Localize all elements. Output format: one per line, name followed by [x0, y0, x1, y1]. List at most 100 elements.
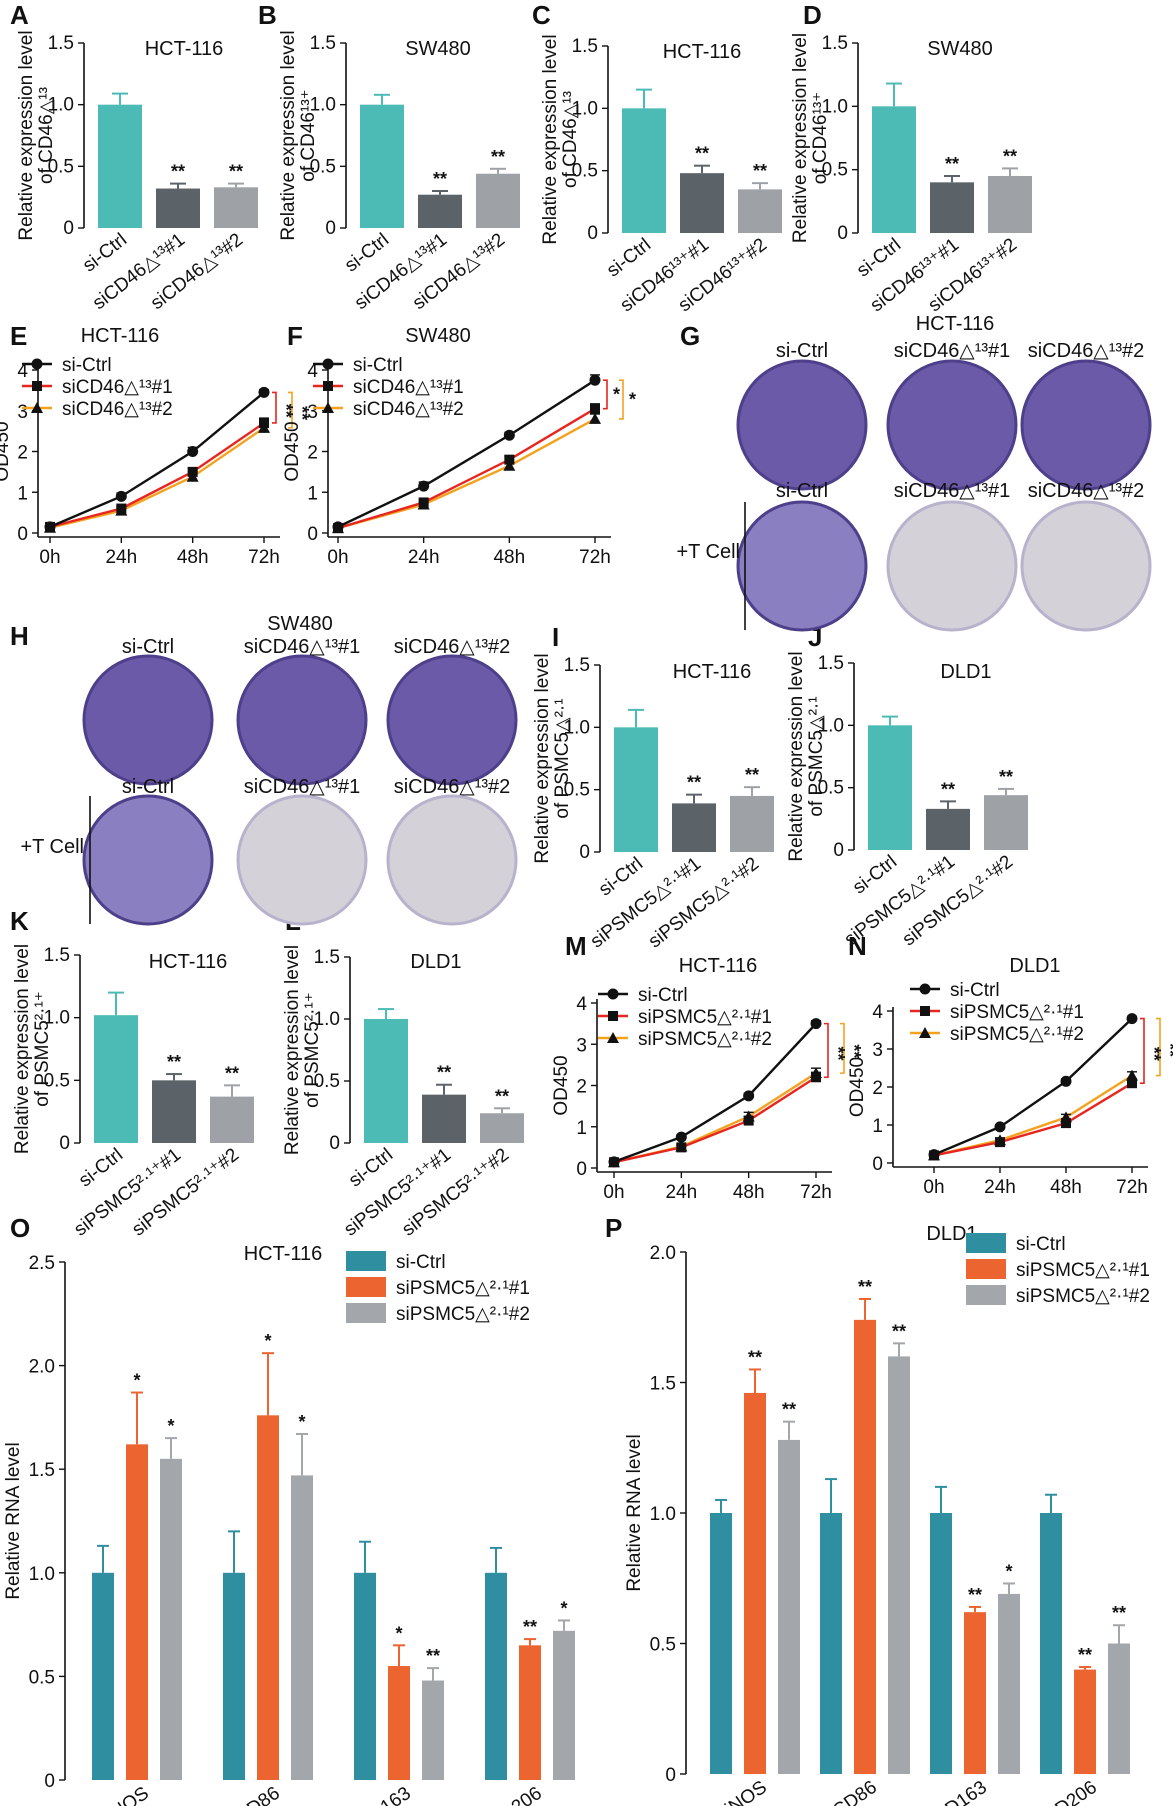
data-point — [994, 1121, 1006, 1133]
y-tick-label: 2 — [307, 443, 318, 464]
legend-swatch — [346, 1277, 386, 1297]
legend-label: siPSMC5△²·¹#1 — [396, 1278, 530, 1299]
y-axis-label: Relative expression level — [12, 944, 33, 1154]
panel-title: HCT-116 — [149, 951, 228, 973]
y-tick-label: 1.0 — [29, 1564, 55, 1585]
significance-mark: ** — [945, 154, 959, 174]
series-line — [49, 391, 265, 528]
legend-label: siCD46△¹³#1 — [62, 377, 173, 398]
y-axis-label-2: of CD46¹³⁺ — [810, 92, 831, 184]
bar — [156, 188, 200, 228]
y-tick-label: 2 — [872, 1078, 883, 1099]
significance-mark: ** — [225, 1063, 239, 1083]
x-category-label: CD206 — [1040, 1777, 1101, 1806]
significance-mark: ** — [292, 406, 312, 420]
y-axis-label: Relative expression level — [790, 33, 811, 243]
significance-mark: ** — [1160, 1043, 1173, 1057]
x-category-label: iNOS — [104, 1783, 153, 1806]
data-point — [928, 1149, 940, 1161]
x-tick-label: 0h — [327, 547, 348, 568]
significance-mark: ** — [1144, 1047, 1164, 1061]
y-tick-label: 0 — [579, 842, 590, 863]
x-tick-label: 72h — [800, 1182, 832, 1203]
bar — [160, 1458, 182, 1780]
y-tick-label: 3 — [576, 1035, 587, 1056]
column-label: siCD46△¹³#2 — [1028, 340, 1145, 362]
bar — [672, 803, 716, 852]
data-point — [503, 459, 516, 471]
y-tick-label: 0.5 — [48, 156, 74, 177]
x-tick-label: 24h — [665, 1182, 697, 1203]
y-tick-label: 0 — [665, 1765, 676, 1786]
significance-bracket — [1156, 1017, 1161, 1077]
bar — [820, 1513, 842, 1774]
significance-mark: ** — [968, 1585, 982, 1605]
bar — [998, 1593, 1020, 1774]
y-tick-label: 2.0 — [29, 1357, 55, 1378]
panel-letter: F — [287, 321, 303, 351]
x-tick-label: 72h — [1116, 1177, 1148, 1198]
y-tick-label: 0 — [833, 840, 844, 861]
y-axis-label-2: of PSMC5△²·¹ — [552, 698, 573, 818]
y-axis-label: Relative expression level — [16, 30, 37, 240]
panel-letter: O — [10, 1213, 30, 1243]
panel-K: K HCT-116 Relative expression level of PSMC… — [10, 906, 254, 1241]
y-tick-label: 1.0 — [818, 715, 844, 736]
panel-letter: G — [680, 321, 700, 351]
bar — [152, 1080, 196, 1143]
legend-label: si-Ctrl — [1016, 1234, 1066, 1255]
column-label-2: siCD46△¹³#1 — [244, 776, 361, 798]
bar — [930, 1513, 952, 1774]
bar — [422, 1680, 444, 1780]
significance-mark: * — [298, 1412, 305, 1432]
x-tick-label: 24h — [984, 1177, 1016, 1198]
y-axis-label-2: of CD46△¹³ — [36, 87, 57, 184]
x-tick-label: 48h — [177, 547, 209, 568]
panel-I: I HCT-116 Relative expression level of PSMC… — [532, 622, 774, 952]
panel-title: HCT-116 — [916, 313, 995, 335]
legend-marker — [607, 988, 619, 1000]
series-line — [933, 1082, 1133, 1157]
significance-mark: * — [560, 1598, 567, 1618]
legend-marker — [32, 381, 42, 391]
panel-title: DLD1 — [940, 661, 991, 683]
panel-title: SW480 — [267, 613, 333, 635]
legend-label: si-Ctrl — [62, 355, 112, 376]
y-axis-label: OD450 — [551, 1055, 572, 1115]
legend-marker — [919, 983, 931, 995]
x-tick-label: 0h — [39, 547, 60, 568]
data-point — [590, 403, 600, 414]
significance-mark: * — [133, 1371, 140, 1391]
bar — [354, 1572, 376, 1780]
bar — [744, 1392, 766, 1774]
x-category-label: siPSMC5²·¹⁺#2 — [398, 1144, 513, 1240]
y-tick-label: 0.5 — [310, 156, 336, 177]
y-axis-label: Relative expression level — [786, 651, 807, 861]
y-axis-label: Relative expression level — [540, 34, 561, 244]
panel-letter: P — [605, 1213, 622, 1243]
legend-swatch — [966, 1259, 1006, 1279]
y-tick-label: 1.5 — [44, 945, 70, 966]
bar — [622, 108, 666, 233]
legend-label: siPSMC5△²·¹#2 — [638, 1029, 772, 1050]
y-tick-label: 2 — [576, 1077, 587, 1098]
bar — [854, 1319, 876, 1774]
legend-label: siPSMC5△²·¹#1 — [638, 1007, 772, 1028]
panel-title: DLD1 — [1009, 955, 1060, 977]
series-line — [613, 1076, 817, 1164]
x-tick-label: 48h — [1050, 1177, 1082, 1198]
data-point — [1126, 1013, 1138, 1025]
bar — [480, 1113, 524, 1143]
y-tick-label: 0 — [872, 1154, 883, 1175]
y-tick-label: 0 — [329, 1133, 340, 1154]
column-label: siCD46△¹³#1 — [894, 340, 1011, 362]
legend-label: siPSMC5△²·¹#1 — [950, 1002, 1084, 1023]
legend-marker — [322, 402, 334, 413]
panel-letter: A — [10, 0, 29, 30]
culture-well — [1020, 359, 1152, 491]
